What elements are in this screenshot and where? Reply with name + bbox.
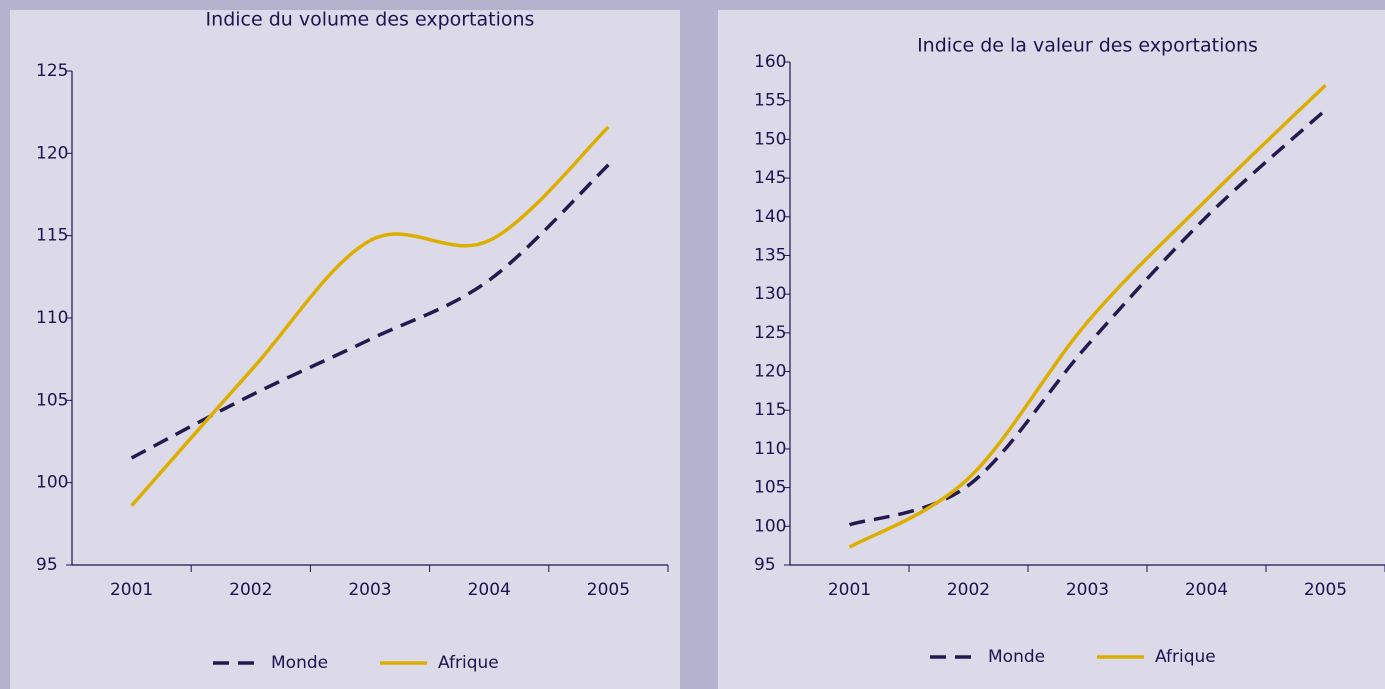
line-series xyxy=(130,125,610,507)
x-tick-label: 2004 xyxy=(1185,580,1228,600)
y-tick-label: 120 xyxy=(36,143,68,163)
y-tick-label: 155 xyxy=(754,91,786,111)
y-tick-label: 105 xyxy=(754,478,786,498)
y-tick-label: 150 xyxy=(754,129,786,149)
y-tick-label: 100 xyxy=(36,473,68,493)
legend-label: Afrique xyxy=(1155,647,1216,667)
legend-label: Monde xyxy=(271,653,328,673)
y-tick-label: 100 xyxy=(754,516,786,536)
x-tick-label: 2005 xyxy=(1304,580,1347,600)
y-tick-label: 105 xyxy=(36,390,68,410)
chart-title: Indice du volume des exportations xyxy=(206,9,535,31)
legend-label: Afrique xyxy=(438,653,499,673)
y-tick-label: 115 xyxy=(36,226,68,246)
y-tick-label: 130 xyxy=(754,284,786,304)
x-tick-label: 2004 xyxy=(468,580,511,600)
y-tick-label: 95 xyxy=(754,555,776,575)
x-tick-label: 2002 xyxy=(229,580,272,600)
x-tick-label: 2002 xyxy=(947,580,990,600)
x-tick-label: 2005 xyxy=(587,580,630,600)
line-series xyxy=(130,163,610,460)
y-tick-label: 160 xyxy=(754,52,786,72)
x-tick-label: 2001 xyxy=(110,580,153,600)
line-series xyxy=(848,83,1327,549)
y-tick-label: 110 xyxy=(754,439,786,459)
y-tick-label: 125 xyxy=(36,61,68,81)
y-tick-label: 140 xyxy=(754,207,786,227)
chart-title: Indice de la valeur des exportations xyxy=(917,35,1258,57)
y-tick-label: 95 xyxy=(36,555,58,575)
y-tick-label: 120 xyxy=(754,362,786,382)
y-tick-label: 135 xyxy=(754,245,786,265)
y-tick-label: 110 xyxy=(36,308,68,328)
legend-label: Monde xyxy=(988,647,1045,667)
y-tick-label: 115 xyxy=(754,400,786,420)
x-tick-label: 2003 xyxy=(1066,580,1109,600)
line-series xyxy=(848,108,1327,527)
y-tick-label: 125 xyxy=(754,323,786,343)
panel xyxy=(718,10,1385,689)
y-tick-label: 145 xyxy=(754,168,786,188)
x-tick-label: 2001 xyxy=(828,580,871,600)
x-tick-label: 2003 xyxy=(348,580,391,600)
